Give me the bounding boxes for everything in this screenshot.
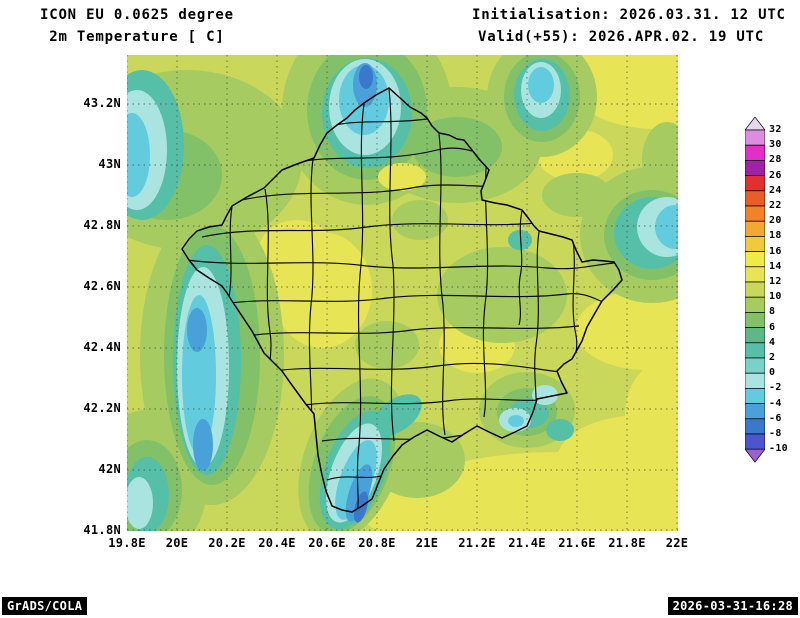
lat-tick-label: 42.8N	[83, 218, 121, 232]
colorbar-tick-label: -6	[769, 412, 782, 424]
lat-tick-label: 42.4N	[83, 340, 121, 354]
lon-tick-label: 21.4E	[508, 536, 546, 550]
colorbar-tick-label: 28	[769, 154, 782, 166]
colorbar-tick-label: 2	[769, 352, 776, 363]
colorbar-tick-label: 32	[769, 124, 782, 135]
colorbar-tick-label: 8	[769, 306, 776, 318]
lon-tick-label: 20.4E	[258, 536, 296, 550]
colorbar-tick-label: 14	[769, 260, 782, 272]
colorbar-tick-label: -8	[769, 428, 782, 439]
colorbar-tick-label: 16	[769, 245, 782, 257]
colorbar-tick-label: 18	[769, 230, 782, 242]
grid-lines	[127, 55, 678, 531]
municipality-borders	[186, 88, 616, 511]
lat-tick-label: 42N	[98, 462, 121, 476]
colorbar-tick-label: -4	[769, 397, 782, 409]
colorbar	[745, 117, 765, 463]
colorbar-tick-label: 30	[769, 139, 782, 151]
timestamp-badge: 2026-03-31-16:28	[667, 597, 798, 615]
init-time: Initialisation: 2026.03.31. 12 UTC	[472, 7, 786, 23]
lon-tick-label: 20.8E	[358, 536, 396, 550]
colorbar-tick-label: 24	[769, 184, 782, 196]
lon-tick-label: 21.2E	[458, 536, 496, 550]
lat-tick-label: 42.6N	[83, 279, 121, 293]
lon-tick-label: 22E	[665, 536, 689, 550]
colorbar-tick-label: 10	[769, 291, 782, 303]
variable-title: 2m Temperature [ C]	[40, 29, 225, 45]
lon-tick-label: 20E	[165, 536, 189, 550]
colorbar-tick-label: 4	[769, 336, 776, 348]
colorbar-tick-label: 6	[769, 321, 776, 333]
temp-fill-field	[127, 55, 678, 531]
grads-badge: GrADS/COLA	[2, 597, 88, 615]
lon-tick-label: 21E	[415, 536, 439, 550]
lat-tick-label: 42.2N	[83, 401, 121, 415]
colorbar-tick-label: 26	[769, 169, 782, 181]
lat-tick-label: 41.8N	[83, 523, 121, 537]
model-title: ICON EU 0.0625 degree	[40, 7, 234, 23]
lon-tick-label: 20.2E	[208, 536, 246, 550]
colorbar-tick-label: 22	[769, 200, 782, 211]
colorbar-tick-label: 12	[769, 276, 782, 287]
colorbar-tick-label: -10	[769, 443, 788, 455]
kosovo-border	[181, 87, 623, 513]
lon-tick-label: 21.8E	[608, 536, 646, 550]
lon-tick-label: 19.8E	[108, 536, 146, 550]
lat-tick-label: 43N	[98, 157, 121, 171]
temperature-map	[127, 55, 678, 531]
colorbar-tick-label: 20	[769, 215, 782, 227]
colorbar-tick-label: 0	[769, 367, 776, 379]
boundaries	[181, 87, 623, 513]
colorbar-tick-label: -2	[769, 382, 782, 394]
lon-tick-label: 21.6E	[558, 536, 596, 550]
lat-axis: 43.2N 43N 42.8N 42.6N 42.4N 42.2N 42N 41.8N	[0, 0, 121, 618]
lat-tick-label: 43.2N	[83, 96, 121, 110]
lon-tick-label: 20.6E	[308, 536, 346, 550]
valid-time: Valid(+55): 2026.APR.02. 19 UTC	[478, 29, 765, 45]
